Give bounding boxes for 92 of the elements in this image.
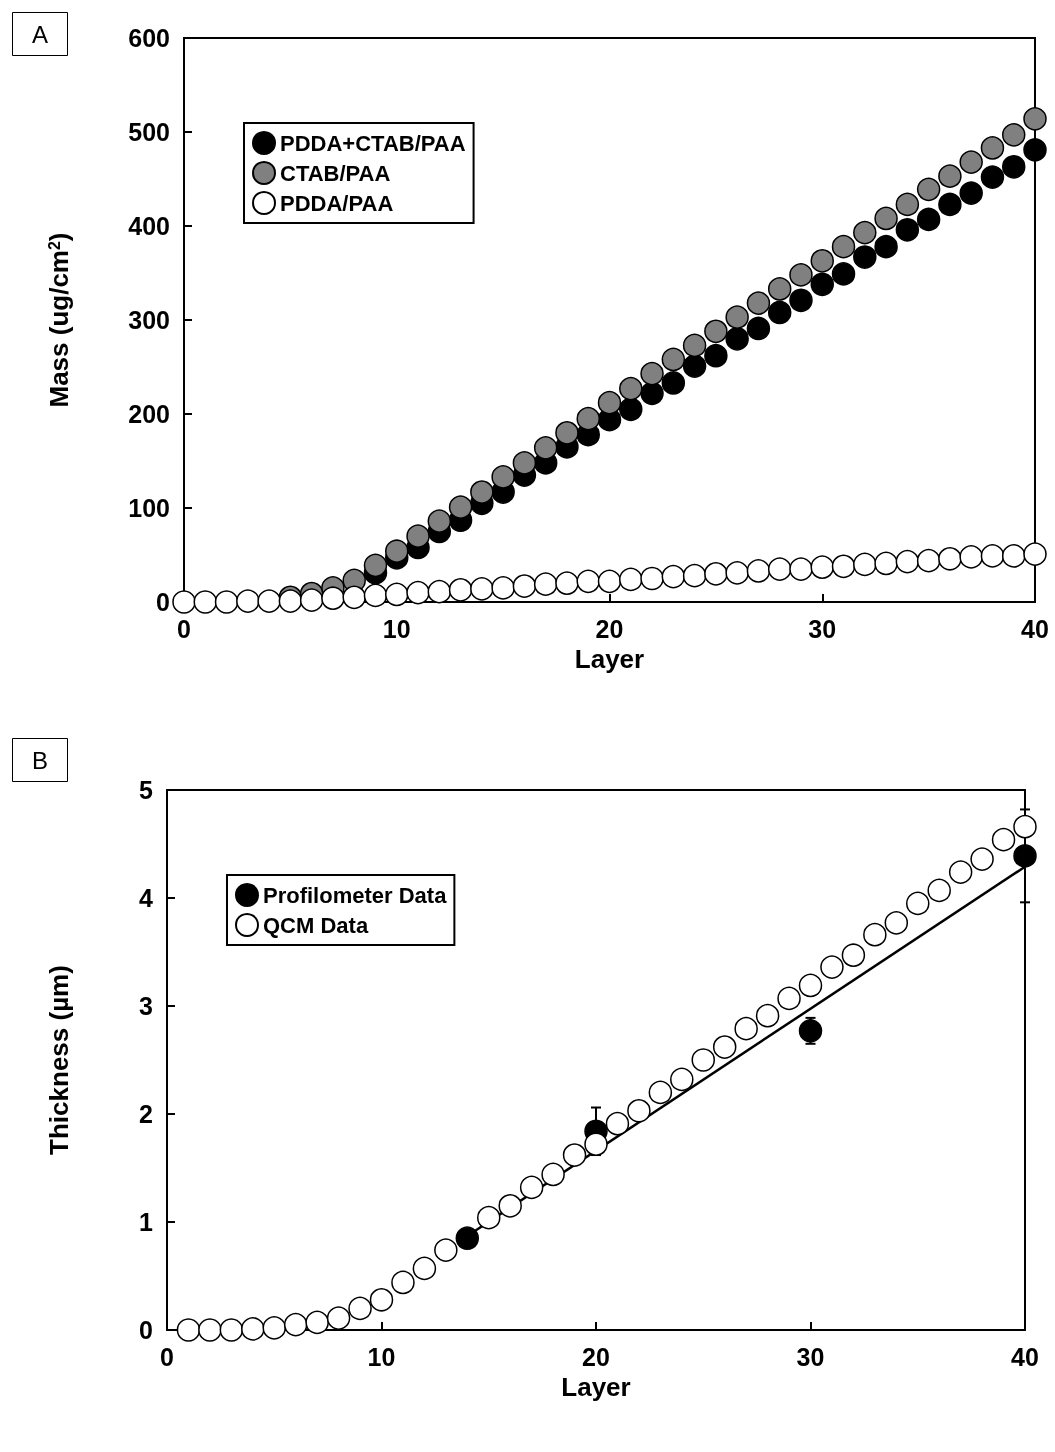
point — [491, 465, 515, 489]
point — [640, 381, 664, 406]
x-tick-label: 20 — [595, 614, 624, 643]
point — [470, 480, 494, 504]
point — [810, 249, 834, 273]
y-tick-label: 200 — [128, 400, 170, 428]
point — [853, 245, 877, 269]
point — [555, 421, 579, 445]
point — [831, 234, 856, 259]
legend-label: PDDA/PAA — [280, 190, 394, 216]
y-tick-label: 0 — [139, 1316, 153, 1344]
point — [406, 524, 430, 548]
y-tick-label: 2 — [139, 1100, 153, 1128]
y-axis-title: Thickness (µm) — [44, 965, 74, 1155]
point — [1023, 107, 1047, 131]
legend-label: QCM Data — [263, 912, 369, 938]
chart-title: A — [32, 20, 49, 48]
y-tick-label: 3 — [139, 992, 153, 1020]
y-tick-label: 4 — [139, 884, 154, 912]
point — [746, 316, 771, 341]
y-tick-label: 100 — [128, 494, 170, 522]
point — [661, 371, 686, 395]
point — [1002, 155, 1026, 179]
point — [789, 288, 813, 312]
x-tick-label: 10 — [382, 614, 411, 643]
point — [789, 263, 813, 287]
point — [512, 451, 537, 475]
y-tick-label: 0 — [156, 588, 170, 616]
x-tick-label: 20 — [582, 1342, 610, 1371]
y-tick-label: 5 — [139, 776, 154, 804]
point — [533, 436, 558, 460]
point — [725, 305, 749, 329]
point — [704, 319, 728, 344]
point — [682, 354, 707, 378]
point — [321, 586, 345, 610]
point — [916, 177, 941, 202]
y-tick-label: 1 — [139, 1208, 154, 1236]
point — [959, 181, 983, 205]
point — [682, 333, 707, 358]
y-axis-title: Mass (ug/cm2) — [44, 232, 74, 408]
point — [767, 277, 792, 301]
y-tick-label: 600 — [128, 24, 170, 52]
point — [427, 509, 452, 533]
point — [299, 588, 324, 612]
point — [959, 150, 983, 174]
point — [619, 397, 643, 422]
point — [704, 343, 728, 368]
legend-label: PDDA+CTAB/PAA — [280, 130, 466, 156]
point — [895, 218, 920, 242]
point — [853, 220, 877, 245]
legend-label: Profilometer Data — [263, 882, 448, 908]
point — [874, 206, 898, 231]
point — [661, 347, 686, 372]
point — [1013, 844, 1037, 868]
legend-label: CTAB/PAA — [280, 160, 391, 186]
point — [1023, 138, 1047, 162]
point — [938, 164, 962, 188]
point — [363, 553, 388, 578]
x-tick-label: 40 — [1011, 1342, 1039, 1371]
point — [810, 272, 834, 297]
point — [746, 291, 771, 315]
point — [455, 1226, 480, 1250]
point — [1002, 123, 1026, 147]
chart-title: B — [32, 746, 49, 774]
x-axis-title: Layer — [574, 643, 645, 674]
point — [916, 207, 941, 232]
point — [597, 390, 622, 415]
point — [576, 406, 600, 431]
x-tick-label: 30 — [808, 614, 837, 643]
point — [498, 1194, 522, 1218]
point — [725, 327, 749, 351]
x-tick-label: 0 — [177, 614, 191, 643]
x-tick-label: 40 — [1021, 614, 1049, 643]
y-tick-label: 500 — [128, 118, 170, 146]
point — [385, 539, 409, 563]
x-axis-title: Layer — [561, 1371, 631, 1402]
point — [980, 136, 1005, 160]
point — [640, 361, 664, 386]
x-tick-label: 30 — [796, 1342, 825, 1371]
x-tick-label: 10 — [367, 1342, 396, 1371]
point — [831, 262, 856, 286]
point — [584, 1132, 608, 1156]
point — [980, 165, 1005, 189]
point — [767, 300, 792, 325]
y-tick-label: 400 — [128, 212, 170, 240]
point — [874, 234, 898, 259]
point — [619, 376, 643, 401]
point — [448, 495, 473, 519]
y-tick-label: 300 — [128, 306, 170, 334]
point — [938, 192, 962, 217]
point — [895, 192, 920, 217]
point — [798, 1019, 823, 1043]
